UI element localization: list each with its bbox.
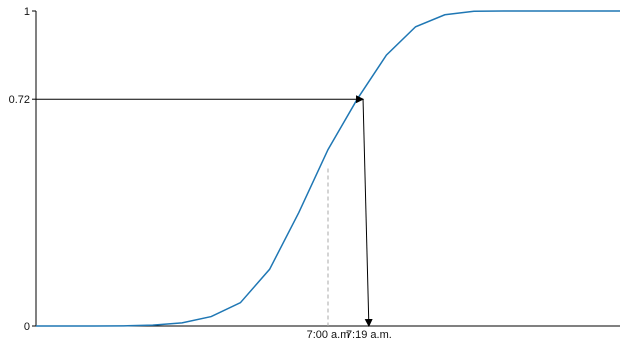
y-tick-label: 0	[24, 321, 30, 333]
x-tick-group: 7:00 a.m7:19 a.m.	[307, 329, 392, 341]
y-tick-label: 0.72	[9, 94, 30, 106]
x-tick-label: 7:19 a.m.	[346, 329, 392, 341]
y-tick-label: 1	[24, 6, 30, 18]
y-tick-group: 0 0.72 1	[9, 6, 36, 333]
cdf-series-line	[36, 10, 620, 327]
x-tick-label: 7:00 a.m	[307, 329, 350, 341]
vertical-arrow	[362, 99, 373, 327]
